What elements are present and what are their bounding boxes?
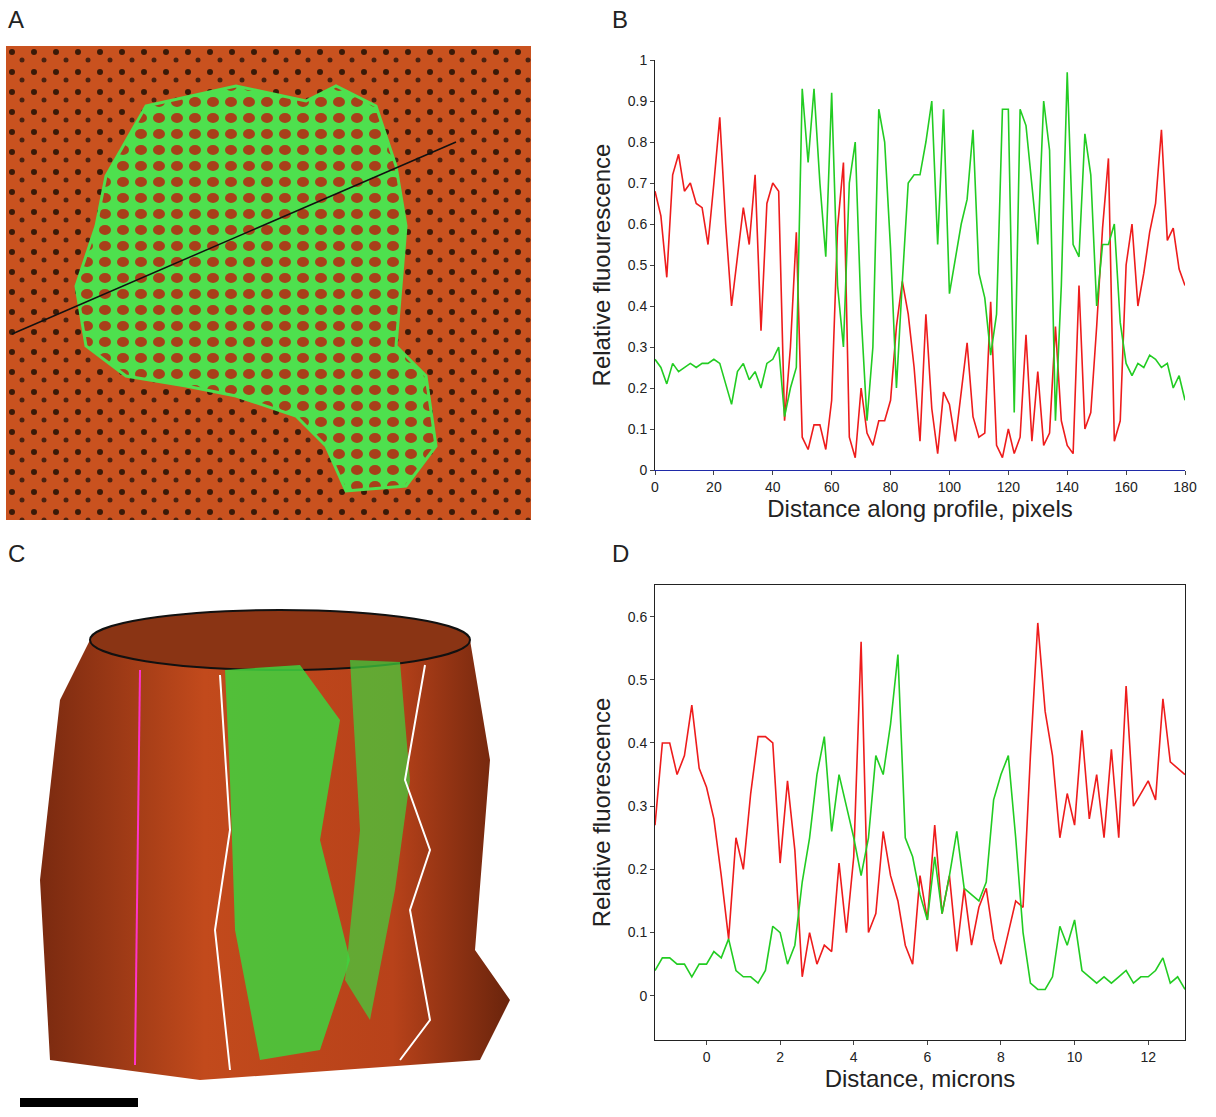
svg-text:60: 60 — [824, 479, 840, 495]
html-text:C: C — [8, 540, 26, 567]
html-text:D: D — [612, 540, 630, 567]
svg-text:0.2: 0.2 — [628, 861, 648, 877]
svg-text:0.5: 0.5 — [628, 257, 648, 273]
svg-text:20: 20 — [706, 479, 722, 495]
html-text:B: B — [612, 6, 628, 33]
svg-text:0: 0 — [639, 462, 647, 478]
svg-text:Distance along profile, pixels: Distance along profile, pixels — [767, 495, 1073, 522]
svg-text:0.1: 0.1 — [628, 421, 648, 437]
svg-text:Distance, microns: Distance, microns — [825, 1065, 1016, 1092]
svg-text:0.1: 0.1 — [628, 924, 648, 940]
svg-text:0.3: 0.3 — [628, 339, 648, 355]
svg-text:12: 12 — [1140, 1049, 1156, 1065]
svg-text:0.2: 0.2 — [628, 380, 648, 396]
svg-text:0.3: 0.3 — [628, 798, 648, 814]
svg-text:180: 180 — [1173, 479, 1197, 495]
svg-text:120: 120 — [997, 479, 1021, 495]
svg-text:2: 2 — [776, 1049, 784, 1065]
svg-text:0.7: 0.7 — [628, 175, 648, 191]
svg-text:1: 1 — [639, 52, 647, 68]
svg-text:0: 0 — [703, 1049, 711, 1065]
svg-text:0: 0 — [639, 988, 647, 1004]
svg-text:0.4: 0.4 — [628, 298, 648, 314]
svg-text:Relative fluourescence: Relative fluourescence — [588, 144, 615, 387]
svg-text:0.6: 0.6 — [628, 216, 648, 232]
svg-text:100: 100 — [938, 479, 962, 495]
html-text:A: A — [8, 6, 24, 33]
svg-text:0: 0 — [651, 479, 659, 495]
svg-text:0.5: 0.5 — [628, 672, 648, 688]
svg-text:160: 160 — [1114, 479, 1138, 495]
svg-text:8: 8 — [997, 1049, 1005, 1065]
svg-text:40: 40 — [765, 479, 781, 495]
svg-text:0.4: 0.4 — [628, 735, 648, 751]
svg-text:Relative fluorescence: Relative fluorescence — [588, 698, 615, 927]
svg-text:6: 6 — [923, 1049, 931, 1065]
svg-text:80: 80 — [883, 479, 899, 495]
svg-text:0.9: 0.9 — [628, 93, 648, 109]
svg-text:0.8: 0.8 — [628, 134, 648, 150]
svg-text:4: 4 — [850, 1049, 858, 1065]
svg-text:10: 10 — [1067, 1049, 1083, 1065]
svg-text:140: 140 — [1056, 479, 1080, 495]
svg-text:0.6: 0.6 — [628, 609, 648, 625]
